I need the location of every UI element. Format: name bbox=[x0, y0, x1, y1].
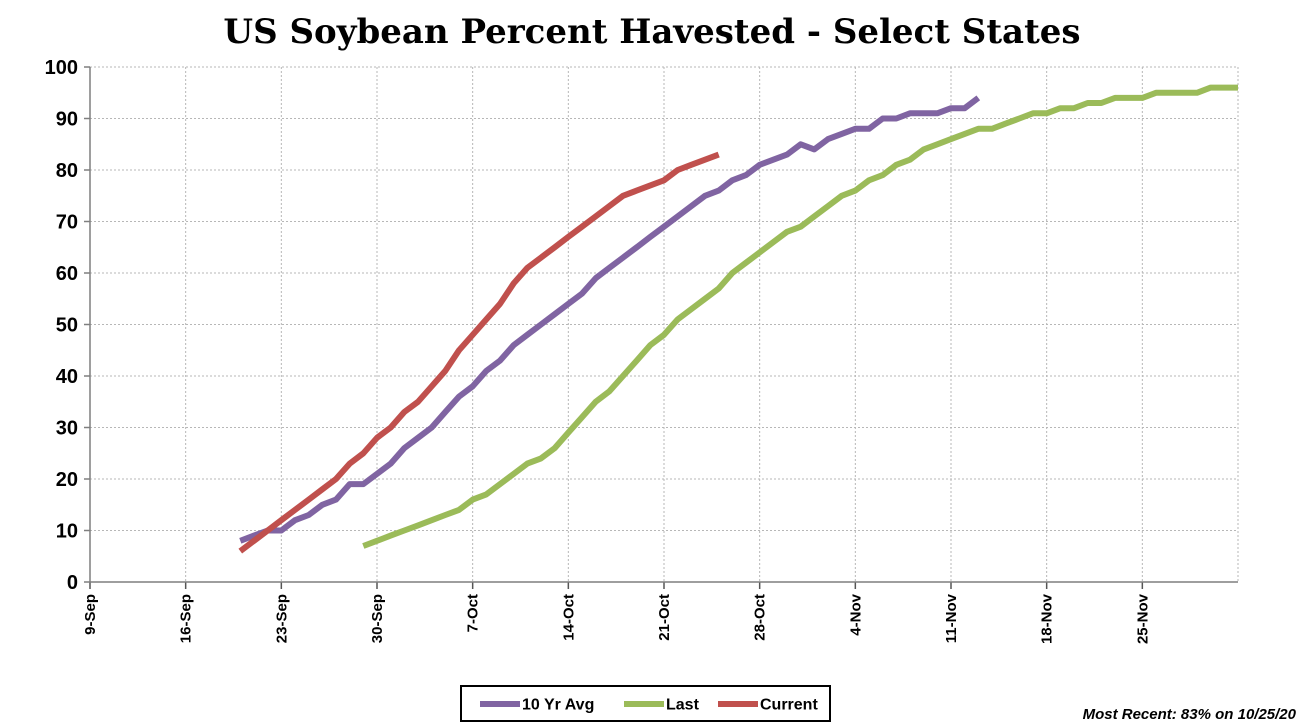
series-line-10-yr-avg bbox=[239, 95, 981, 544]
y-axis-tick-labels: 0 10 20 30 40 50 60 70 80 90 100 bbox=[45, 57, 78, 594]
series-line-current bbox=[238, 151, 720, 554]
grid bbox=[90, 66, 1239, 582]
x-tick-label: 4-Nov bbox=[847, 593, 864, 635]
y-tick-label: 50 bbox=[56, 315, 78, 337]
most-recent-annotation: Most Recent: 83% on 10/25/20 bbox=[1083, 706, 1297, 723]
x-tick-label: 14-Oct bbox=[560, 594, 577, 641]
x-tick-label: 9-Sep bbox=[82, 594, 99, 635]
y-tick-label: 90 bbox=[56, 109, 78, 131]
legend: 10 Yr Avg Last Current bbox=[460, 685, 831, 722]
legend-label: 10 Yr Avg bbox=[522, 697, 594, 714]
y-tick-label: 40 bbox=[56, 366, 78, 388]
legend-item-10-yr-avg: 10 Yr Avg bbox=[480, 697, 594, 714]
y-tick-label: 70 bbox=[56, 212, 78, 234]
x-tick-label: 21-Oct bbox=[656, 594, 673, 641]
legend-item-last: Last bbox=[624, 697, 700, 714]
y-tick-label: 30 bbox=[56, 418, 78, 440]
x-tick-label: 7-Oct bbox=[465, 594, 482, 632]
axes bbox=[84, 66, 1238, 589]
series-line-last bbox=[362, 84, 1238, 549]
legend-label: Last bbox=[666, 697, 700, 714]
x-tick-label: 11-Nov bbox=[943, 593, 960, 643]
y-tick-label: 80 bbox=[56, 160, 78, 182]
legend-label: Current bbox=[760, 697, 818, 714]
y-tick-label: 0 bbox=[67, 572, 78, 594]
x-tick-label: 25-Nov bbox=[1134, 593, 1151, 644]
y-tick-label: 100 bbox=[45, 57, 78, 79]
x-tick-label: 28-Oct bbox=[752, 594, 769, 641]
y-tick-label: 20 bbox=[56, 469, 78, 491]
series-lines bbox=[238, 84, 1238, 554]
legend-item-current: Current bbox=[718, 697, 818, 714]
legend-items: 10 Yr Avg Last Current bbox=[480, 697, 818, 714]
x-axis-tick-labels: 9-Sep 16-Sep 23-Sep 30-Sep 7-Oct 14-Oct 21-Oct… bbox=[82, 593, 1151, 644]
y-tick-label: 10 bbox=[56, 521, 78, 543]
x-tick-label: 18-Nov bbox=[1039, 593, 1056, 644]
chart-title: US Soybean Percent Havested - Select Sta… bbox=[223, 12, 1080, 52]
x-tick-label: 30-Sep bbox=[369, 594, 386, 643]
x-tick-label: 23-Sep bbox=[273, 594, 290, 643]
x-tick-label: 16-Sep bbox=[178, 594, 195, 643]
y-tick-label: 60 bbox=[56, 263, 78, 285]
